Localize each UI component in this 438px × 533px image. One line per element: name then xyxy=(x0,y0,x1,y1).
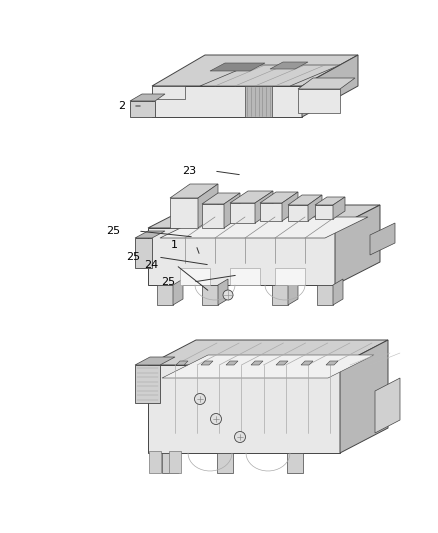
Polygon shape xyxy=(217,453,233,473)
Polygon shape xyxy=(148,340,388,365)
Polygon shape xyxy=(152,86,302,117)
Polygon shape xyxy=(173,279,183,305)
Polygon shape xyxy=(245,86,272,117)
Polygon shape xyxy=(276,361,288,365)
Polygon shape xyxy=(251,361,263,365)
Circle shape xyxy=(194,393,205,405)
Polygon shape xyxy=(162,355,374,378)
Polygon shape xyxy=(160,217,368,238)
Polygon shape xyxy=(224,193,240,228)
Polygon shape xyxy=(288,279,298,305)
Polygon shape xyxy=(176,361,188,365)
Polygon shape xyxy=(282,192,298,221)
Polygon shape xyxy=(333,197,345,219)
Polygon shape xyxy=(148,205,380,228)
Polygon shape xyxy=(275,268,305,285)
Polygon shape xyxy=(169,451,181,473)
Text: 1: 1 xyxy=(171,240,178,250)
Polygon shape xyxy=(200,65,340,86)
Polygon shape xyxy=(255,191,273,223)
Polygon shape xyxy=(148,228,335,285)
Polygon shape xyxy=(202,285,218,305)
Polygon shape xyxy=(288,205,308,221)
Polygon shape xyxy=(230,203,255,223)
Polygon shape xyxy=(230,191,273,203)
Circle shape xyxy=(211,414,222,424)
Polygon shape xyxy=(202,193,240,204)
Circle shape xyxy=(234,432,246,442)
Polygon shape xyxy=(210,63,265,71)
Polygon shape xyxy=(152,55,358,86)
Polygon shape xyxy=(226,361,238,365)
Polygon shape xyxy=(218,279,228,305)
Polygon shape xyxy=(162,453,178,473)
Polygon shape xyxy=(202,204,224,228)
Polygon shape xyxy=(298,89,340,113)
Polygon shape xyxy=(135,357,175,365)
Polygon shape xyxy=(148,365,340,453)
Polygon shape xyxy=(230,268,260,285)
Polygon shape xyxy=(370,223,395,255)
Polygon shape xyxy=(152,86,185,99)
Polygon shape xyxy=(335,205,380,285)
Polygon shape xyxy=(287,453,303,473)
Polygon shape xyxy=(308,195,322,221)
Polygon shape xyxy=(201,361,213,365)
Polygon shape xyxy=(333,279,343,305)
Polygon shape xyxy=(315,205,333,219)
Polygon shape xyxy=(135,238,152,268)
Polygon shape xyxy=(149,451,161,473)
Polygon shape xyxy=(340,340,388,453)
Text: 24: 24 xyxy=(144,260,158,270)
Polygon shape xyxy=(260,203,282,221)
Polygon shape xyxy=(326,361,338,365)
Polygon shape xyxy=(130,94,165,101)
Polygon shape xyxy=(315,197,345,205)
Text: 25: 25 xyxy=(161,277,175,287)
Polygon shape xyxy=(302,55,358,117)
Polygon shape xyxy=(170,198,198,228)
Polygon shape xyxy=(135,365,160,403)
Polygon shape xyxy=(375,378,400,433)
Polygon shape xyxy=(317,285,333,305)
Polygon shape xyxy=(135,231,165,238)
Polygon shape xyxy=(298,78,355,89)
Circle shape xyxy=(223,290,233,300)
Polygon shape xyxy=(260,192,298,203)
Polygon shape xyxy=(130,101,155,117)
Polygon shape xyxy=(180,268,210,285)
Polygon shape xyxy=(170,184,218,198)
Text: 23: 23 xyxy=(182,166,196,176)
Polygon shape xyxy=(272,285,288,305)
Text: 2: 2 xyxy=(118,101,125,111)
Polygon shape xyxy=(270,62,308,69)
Text: 25: 25 xyxy=(126,252,140,262)
Text: 25: 25 xyxy=(106,226,120,236)
Polygon shape xyxy=(301,361,313,365)
Polygon shape xyxy=(198,184,218,228)
Polygon shape xyxy=(157,285,173,305)
Polygon shape xyxy=(288,195,322,205)
